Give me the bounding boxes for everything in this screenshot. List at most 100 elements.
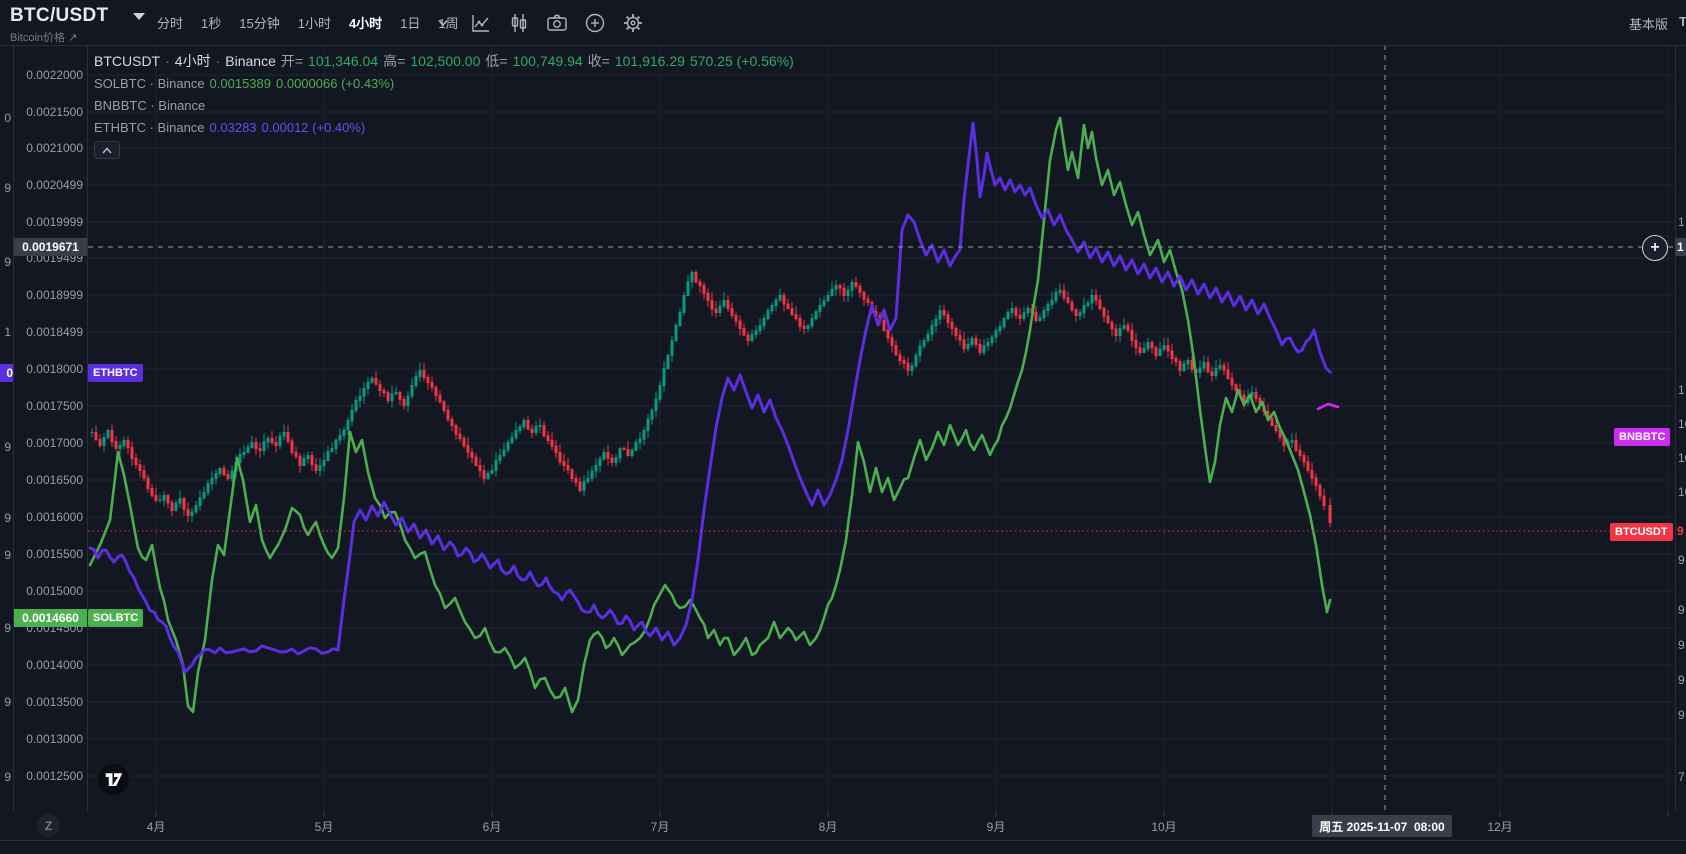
legend-text: 570.25 (+0.56%) (689, 53, 794, 69)
interval-button-分时[interactable]: 分时 (157, 16, 184, 31)
price-tick: 0.0015000 (26, 584, 83, 598)
time-tick-12月: 12月 (1487, 820, 1513, 834)
price-tick: 0.0020499 (26, 178, 83, 192)
crosshair-right-label-clipped: 1 (1675, 238, 1686, 256)
bottom-strip (0, 840, 1686, 854)
ethbtc-price-label-clipped: 0 (0, 364, 13, 382)
price-tick: 0.0016500 (26, 473, 83, 487)
time-tick-10月: 10月 (1151, 820, 1177, 834)
legend-text: 0.00012 (+0.40%) (261, 119, 366, 135)
time-scale[interactable]: 周五 2025-11-07 08:00 4月 5月 6月 7月 8月 9月 10月 12月 (0, 812, 1686, 841)
legend-text: SOLBTC · Binance (94, 75, 205, 91)
price-tick-partial: 9 (4, 621, 11, 635)
price-tick-partial: 7 (1678, 770, 1685, 784)
crosshair-price-label: 0.0019671 (14, 238, 87, 256)
price-tick-partial: 10 (1678, 451, 1686, 465)
interval-button-15分钟[interactable]: 15分钟 (239, 16, 280, 31)
legend-row-solbtc[interactable]: SOLBTC · Binance 0.0015389 0.0000066 (+0.4… (94, 72, 794, 94)
price-tick-partial: 9 (4, 440, 11, 454)
interval-switcher: 分时 1秒 15分钟 1小时 4小时 1日 1周 (150, 0, 466, 45)
legend-row-ethbtc[interactable]: ETHBTC · Binance 0.03283 0.00012 (+0.40%) (94, 116, 794, 138)
symbol-caret-icon[interactable] (133, 13, 145, 20)
btcusdt-series-tag: BTCUSDT (1610, 523, 1673, 541)
legend-text: 0.0015389 (209, 75, 271, 91)
legend-text: 102,500.00 (410, 53, 481, 69)
interval-button-4小时[interactable]: 4小时 (348, 16, 383, 31)
legend-text: 0.03283 (209, 119, 257, 135)
add-alert-plus-button[interactable]: + (1642, 235, 1668, 261)
tradingview-logo-glyph (105, 772, 122, 786)
price-tick: 0.0013500 (26, 695, 83, 709)
bnbbtc-series-tag: BNBBTC (1614, 428, 1671, 446)
line-chart-style-icon[interactable] (468, 10, 494, 36)
price-tick-partial: 0 (4, 111, 11, 125)
price-tick: 0.0018499 (26, 325, 83, 339)
price-tick: 0.0022000 (26, 68, 83, 82)
crosshair-date-label: 周五 2025-11-07 08:00 (1312, 815, 1452, 837)
price-tick: 0.0021500 (26, 105, 83, 119)
price-tick-partial: 9 (4, 511, 11, 525)
time-tick-4月: 4月 (146, 820, 166, 834)
legend-text: ETHBTC · Binance (94, 119, 205, 135)
price-tick-partial: 1 (1678, 215, 1685, 229)
camera-snapshot-icon[interactable] (544, 10, 570, 36)
legend-collapse-button[interactable] (94, 141, 120, 159)
top-toolbar: BTC/USDT Bitcoin价格 ↗ 分时 1秒 15分钟 1小时 4小时 1日 1周 … (0, 0, 1686, 46)
legend-text: Binance (225, 53, 276, 69)
legend-row-btcusdt[interactable]: BTCUSDT · 4小时 · Binance 开= 101,346.04 高= 102,500… (94, 50, 794, 72)
legend-text: · (165, 53, 170, 69)
price-scale-left[interactable]: 0.0022000 0.0021500 0.0021000 0.0020499 0.00… (14, 45, 88, 812)
legend-row-bnbbtc[interactable]: BNBBTC · Binance (94, 94, 794, 116)
price-tick: 0.0012500 (26, 769, 83, 783)
price-tick: 0.0013000 (26, 732, 83, 746)
ethbtc-series-tag: ETHBTC (88, 364, 143, 382)
price-tick-partial: 9 (1678, 603, 1685, 617)
legend-text: 收= (587, 53, 610, 69)
clipped-right-scale-sliver[interactable]: 1 1 10 10 10 9 9 9 9 9 7 (1675, 45, 1686, 812)
interval-button-1秒[interactable]: 1秒 (201, 16, 222, 31)
price-tick-partial: 9 (4, 255, 11, 269)
symbol-title[interactable]: BTC/USDT (10, 5, 109, 26)
symbol-subtitle[interactable]: Bitcoin价格 ↗ (10, 32, 78, 44)
plus-circle-icon[interactable] (582, 10, 608, 36)
time-tick-7月: 7月 (650, 820, 670, 834)
btcusdt-right-price-clipped: 9 (1677, 524, 1684, 538)
price-tick-partial: 9 (4, 695, 11, 709)
price-tick: 0.0015500 (26, 547, 83, 561)
price-tick-partial: 9 (4, 770, 11, 784)
plan-partial-text: T (1679, 14, 1686, 29)
tradingview-logo[interactable] (98, 764, 129, 795)
plan-badge[interactable]: 基本版 (1628, 17, 1668, 32)
price-tick: 0.0017000 (26, 436, 83, 450)
price-tick: 0.0018000 (26, 362, 83, 376)
price-tick-partial: 1 (1678, 383, 1685, 397)
chevron-up-icon (102, 146, 112, 154)
compare-candles-icon[interactable] (506, 10, 532, 36)
legend-text: 4小时 (174, 53, 211, 69)
legend-panel: BTCUSDT · 4小时 · Binance 开= 101,346.04 高= 102,500… (94, 50, 794, 159)
interval-button-1日[interactable]: 1日 (400, 16, 421, 31)
hidden-left-scale-sliver[interactable]: 0 9 9 1 9 9 9 9 9 9 (0, 45, 14, 812)
interval-button-1小时[interactable]: 1小时 (297, 16, 331, 31)
price-tick: 0.0014000 (26, 658, 83, 672)
interval-caret-icon[interactable] (430, 10, 456, 36)
time-tick-6月: 6月 (482, 820, 502, 834)
time-tick-8月: 8月 (818, 820, 838, 834)
gear-settings-icon[interactable] (620, 10, 646, 36)
price-tick-partial: 9 (4, 548, 11, 562)
legend-text: 低= (485, 53, 508, 69)
legend-text: 开= (280, 53, 304, 69)
price-tick-partial: 9 (1678, 673, 1685, 687)
timezone-button[interactable]: Z (37, 814, 60, 837)
legend-text: 高= (383, 53, 406, 69)
price-tick-partial: 10 (1678, 485, 1686, 499)
time-tick-9月: 9月 (986, 820, 1006, 834)
legend-text: BNBBTC · Binance (94, 97, 206, 113)
price-tick-partial: 9 (1678, 638, 1685, 652)
legend-text: BTCUSDT (94, 53, 161, 69)
price-tick-partial: 9 (1678, 708, 1685, 722)
price-tick-partial: 9 (4, 181, 11, 195)
interval-button-1周[interactable]: 1周 (438, 16, 459, 31)
